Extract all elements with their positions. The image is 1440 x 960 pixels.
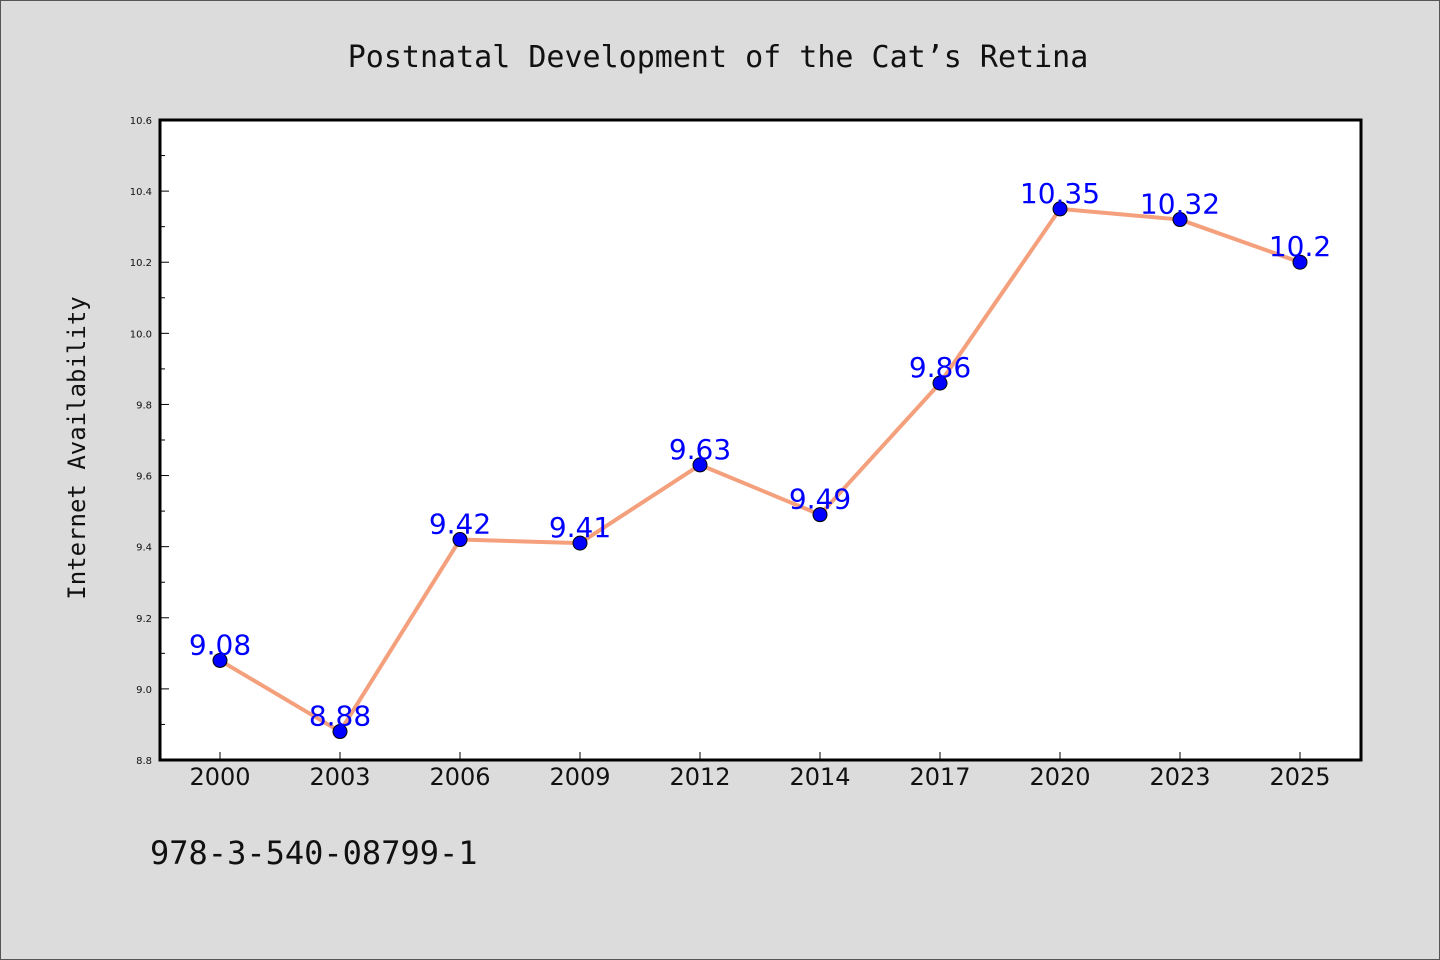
- plot-border: [158, 118, 1363, 762]
- y-tick-label: 10.6: [130, 116, 152, 127]
- data-label: 9.49: [789, 483, 851, 516]
- x-tick-label: 2003: [309, 763, 370, 791]
- data-label: 9.41: [549, 511, 611, 544]
- data-point: [572, 535, 588, 551]
- y-axis-label: Internet Availability: [63, 296, 91, 599]
- data-point: [692, 457, 708, 473]
- plot-area: [160, 120, 1361, 760]
- data-point: [332, 724, 348, 740]
- data-point: [812, 507, 828, 523]
- y-tick-label: 9.8: [136, 400, 152, 411]
- y-tick-label: 9.4: [136, 543, 152, 554]
- data-markers: [212, 201, 1308, 740]
- x-tick-label: 2009: [549, 763, 610, 791]
- x-tick-label: 2000: [189, 763, 250, 791]
- y-tick-label: 10.2: [130, 258, 152, 269]
- y-tick-label: 9.0: [136, 685, 152, 696]
- y-tick-label: 10.0: [130, 329, 152, 340]
- y-tick-label: 10.4: [130, 187, 152, 198]
- x-tick-label: 2020: [1029, 763, 1090, 791]
- data-label: 10.2: [1269, 230, 1331, 263]
- x-tick-label: 2006: [429, 763, 490, 791]
- chart-title: Postnatal Development of the Cat’s Retin…: [348, 40, 1089, 75]
- data-point: [1052, 201, 1068, 217]
- y-tick-label: 9.2: [136, 614, 152, 625]
- data-label: 9.42: [429, 508, 491, 541]
- data-labels: 9.08 8.88 9.42 9.41 9.63 9.49 9.86 10.35 10.32 10…: [189, 177, 1331, 733]
- y-axis: 8.8 9.0 9.2 9.4 9.6 9.8 10.0 10.2 10.4 10.6: [130, 116, 169, 767]
- data-point: [1172, 212, 1188, 228]
- x-tick-label: 2025: [1269, 763, 1330, 791]
- data-label: 8.88: [309, 700, 371, 733]
- data-point: [212, 652, 228, 668]
- x-tick-label: 2014: [789, 763, 850, 791]
- data-label: 9.86: [909, 351, 971, 384]
- x-axis: 2000 2003 2006 2009 2012 2014 2017 2020 2023 2025: [189, 752, 1331, 791]
- x-tick-label: 2023: [1149, 763, 1210, 791]
- data-label: 10.32: [1140, 188, 1220, 221]
- y-tick-label: 8.8: [136, 756, 152, 767]
- data-label: 9.63: [669, 433, 731, 466]
- y-tick-label: 9.6: [136, 472, 152, 483]
- data-point: [1292, 254, 1308, 270]
- series-line: [218, 206, 1301, 734]
- data-point: [932, 375, 948, 391]
- footer-isbn: 978-3-540-08799-1: [150, 834, 478, 872]
- data-point: [452, 532, 468, 548]
- x-tick-label: 2017: [909, 763, 970, 791]
- data-label: 10.35: [1020, 177, 1100, 210]
- x-tick-label: 2012: [669, 763, 730, 791]
- data-label: 9.08: [189, 628, 251, 661]
